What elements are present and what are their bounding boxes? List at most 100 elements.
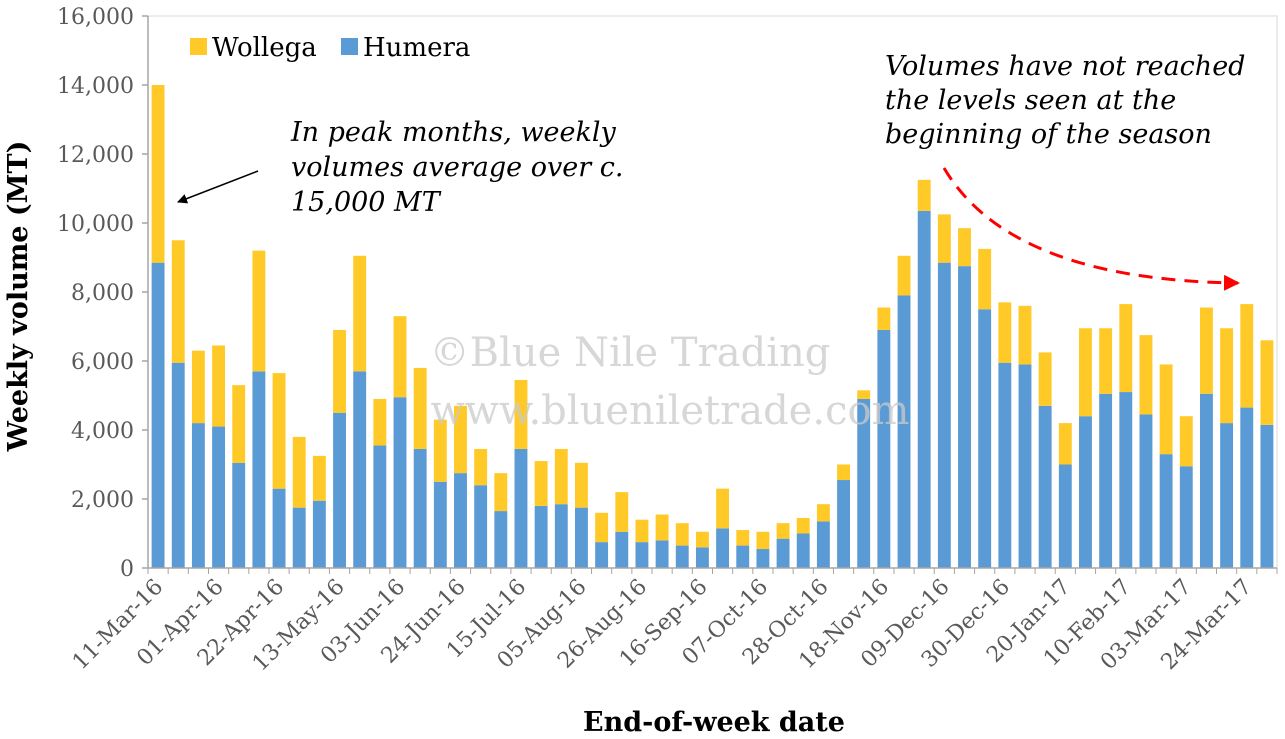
x-axis: 11-Mar-1601-Apr-1622-Apr-1613-May-1603-J…: [68, 567, 1278, 676]
legend-swatch-humera: [341, 38, 358, 55]
bar-humera-02-Dec-16: [917, 210, 931, 569]
bar-wollega-10-Jun-16: [413, 367, 427, 449]
bar-humera-14-Oct-16: [776, 538, 790, 568]
bar-humera-02-Sep-16: [655, 540, 669, 568]
bar-humera-25-Mar-16: [191, 423, 205, 568]
bar-humera-29-Apr-16: [292, 507, 306, 568]
bar-wollega-29-Apr-16: [292, 436, 306, 508]
bar-humera-11-Mar-16: [151, 262, 165, 568]
bar-wollega-09-Sep-16: [675, 523, 689, 546]
y-tick-label: 6,000: [71, 350, 134, 375]
watermark-line-2: www.bluenile­trade.com: [431, 388, 910, 434]
bar-wollega-29-Jul-16: [554, 448, 568, 505]
bar-humera-10-Mar-17: [1199, 393, 1213, 568]
annotation-peak-arrow: [177, 170, 259, 204]
bar-wollega-10-Mar-17: [1199, 307, 1213, 394]
bar-humera-15-Jul-16: [514, 448, 528, 568]
bar-wollega-21-Oct-16: [796, 517, 810, 534]
bar-humera-28-Oct-16: [816, 521, 830, 568]
bar-humera-23-Sep-16: [716, 528, 730, 568]
bar-wollega-24-Jun-16: [454, 405, 467, 474]
bars-group: [151, 85, 1274, 569]
legend-label-humera: Humera: [363, 33, 470, 63]
y-tick-label: 12,000: [57, 143, 134, 168]
bar-wollega-15-Jul-16: [514, 379, 528, 449]
legend-label-wollega: Wollega: [212, 33, 317, 63]
annotation-peak-line-3: 15,000 MT: [291, 187, 442, 218]
bar-humera-31-Mar-17: [1260, 424, 1274, 568]
bar-wollega-03-Jun-16: [393, 316, 407, 398]
bar-wollega-16-Dec-16: [958, 228, 971, 267]
bar-wollega-16-Sep-16: [695, 531, 709, 548]
bar-wollega-01-Apr-16: [212, 345, 226, 427]
bar-wollega-27-Jan-17: [1079, 328, 1092, 417]
bar-wollega-30-Sep-16: [736, 530, 750, 546]
bar-humera-12-Aug-16: [595, 542, 609, 568]
bar-humera-29-Jul-16: [554, 504, 568, 568]
bar-humera-16-Sep-16: [695, 547, 709, 568]
y-axis: 0 2,000 4,000 6,000 8,000 10,000 12,000 14,000 1…: [57, 5, 149, 582]
bar-humera-30-Dec-16: [998, 362, 1012, 568]
bar-wollega-17-Jun-16: [433, 419, 447, 482]
bar-humera-08-Jul-16: [494, 511, 508, 568]
bar-humera-20-Jan-17: [1058, 464, 1072, 568]
annotation-decline-line-1: Volumes have not reached: [885, 51, 1245, 82]
bar-humera-05-Aug-16: [575, 507, 588, 568]
bar-humera-11-Nov-16: [857, 398, 871, 568]
bar-humera-19-Aug-16: [615, 531, 629, 568]
bar-wollega-25-Mar-16: [191, 350, 205, 424]
bar-humera-09-Dec-16: [937, 262, 951, 568]
bar-wollega-08-Apr-16: [232, 385, 246, 463]
annotation-peak: In peak months, weekly volumes average o…: [177, 117, 623, 218]
bar-wollega-06-Jan-17: [1018, 305, 1032, 365]
bar-wollega-18-Nov-16: [877, 307, 891, 330]
bar-humera-03-Jun-16: [393, 397, 407, 568]
bar-humera-01-Jul-16: [474, 485, 488, 568]
bar-humera-13-Jan-17: [1038, 405, 1052, 568]
bar-wollega-01-Jul-16: [474, 448, 488, 486]
bar-wollega-28-Oct-16: [816, 504, 830, 522]
bar-humera-20-May-16: [353, 371, 367, 568]
bar-wollega-22-Apr-16: [272, 373, 286, 489]
annotation-decline: Volumes have not reached the levels seen…: [885, 51, 1245, 291]
bar-wollega-02-Dec-16: [917, 179, 931, 211]
y-tick-label: 2,000: [71, 488, 134, 513]
bar-humera-15-Apr-16: [252, 371, 266, 568]
bar-humera-24-Jun-16: [454, 473, 467, 568]
legend: Wollega Humera: [190, 33, 470, 63]
bar-wollega-03-Feb-17: [1099, 328, 1113, 394]
bar-wollega-10-Feb-17: [1119, 304, 1133, 393]
bar-humera-10-Jun-16: [413, 448, 427, 568]
bar-humera-17-Jun-16: [433, 481, 447, 568]
y-tick-label: 10,000: [57, 212, 134, 237]
bar-wollega-19-Aug-16: [615, 492, 629, 532]
bar-wollega-20-May-16: [353, 255, 367, 372]
x-axis-title: End-of-week date: [583, 707, 845, 738]
watermark-line-1: ©Blue Nile Trading: [430, 330, 831, 376]
bar-humera-23-Dec-16: [978, 309, 992, 568]
bar-wollega-18-Mar-16: [171, 240, 185, 363]
bar-humera-24-Feb-17: [1159, 454, 1173, 568]
bar-wollega-14-Oct-16: [776, 523, 790, 539]
bar-humera-22-Jul-16: [534, 505, 548, 568]
bar-humera-13-May-16: [333, 412, 346, 568]
y-tick-label: 0: [120, 557, 134, 582]
bar-humera-21-Oct-16: [796, 533, 810, 568]
bar-humera-01-Apr-16: [212, 426, 226, 568]
bar-humera-08-Apr-16: [232, 462, 246, 568]
bar-humera-30-Sep-16: [736, 545, 750, 568]
bar-humera-27-May-16: [373, 445, 387, 568]
bar-wollega-04-Nov-16: [837, 464, 850, 481]
bar-wollega-26-Aug-16: [635, 519, 649, 543]
bar-humera-25-Nov-16: [897, 295, 911, 568]
bar-wollega-17-Feb-17: [1139, 335, 1153, 415]
bar-wollega-02-Sep-16: [655, 514, 669, 541]
bar-wollega-31-Mar-17: [1260, 340, 1274, 425]
annotation-decline-line-2: the levels seen at the: [885, 85, 1176, 116]
annotation-peak-line-1: In peak months, weekly: [290, 117, 617, 148]
bar-wollega-13-May-16: [333, 329, 346, 413]
annotation-decline-arrow: [942, 167, 1240, 291]
y-tick-label: 8,000: [71, 281, 134, 306]
bar-humera-06-May-16: [312, 500, 326, 568]
